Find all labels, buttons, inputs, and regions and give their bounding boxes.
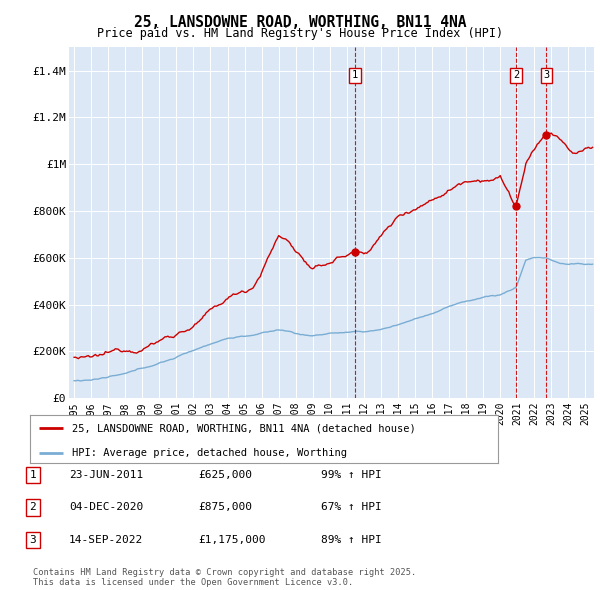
Text: HPI: Average price, detached house, Worthing: HPI: Average price, detached house, Wort… xyxy=(72,447,347,457)
Text: 3: 3 xyxy=(543,70,550,80)
Text: £625,000: £625,000 xyxy=(198,470,252,480)
Text: 25, LANSDOWNE ROAD, WORTHING, BN11 4NA (detached house): 25, LANSDOWNE ROAD, WORTHING, BN11 4NA (… xyxy=(72,423,416,433)
Text: 14-SEP-2022: 14-SEP-2022 xyxy=(69,535,143,545)
Text: 2: 2 xyxy=(513,70,519,80)
Text: £1,175,000: £1,175,000 xyxy=(198,535,265,545)
Text: 23-JUN-2011: 23-JUN-2011 xyxy=(69,470,143,480)
Text: Price paid vs. HM Land Registry's House Price Index (HPI): Price paid vs. HM Land Registry's House … xyxy=(97,27,503,40)
Text: 89% ↑ HPI: 89% ↑ HPI xyxy=(321,535,382,545)
Text: 25, LANSDOWNE ROAD, WORTHING, BN11 4NA: 25, LANSDOWNE ROAD, WORTHING, BN11 4NA xyxy=(134,15,466,30)
Text: 1: 1 xyxy=(29,470,37,480)
Text: 3: 3 xyxy=(29,535,37,545)
Text: 99% ↑ HPI: 99% ↑ HPI xyxy=(321,470,382,480)
Text: 04-DEC-2020: 04-DEC-2020 xyxy=(69,503,143,512)
Text: 2: 2 xyxy=(29,503,37,512)
Text: 1: 1 xyxy=(352,70,358,80)
Text: £875,000: £875,000 xyxy=(198,503,252,512)
Text: Contains HM Land Registry data © Crown copyright and database right 2025.
This d: Contains HM Land Registry data © Crown c… xyxy=(33,568,416,587)
Text: 67% ↑ HPI: 67% ↑ HPI xyxy=(321,503,382,512)
